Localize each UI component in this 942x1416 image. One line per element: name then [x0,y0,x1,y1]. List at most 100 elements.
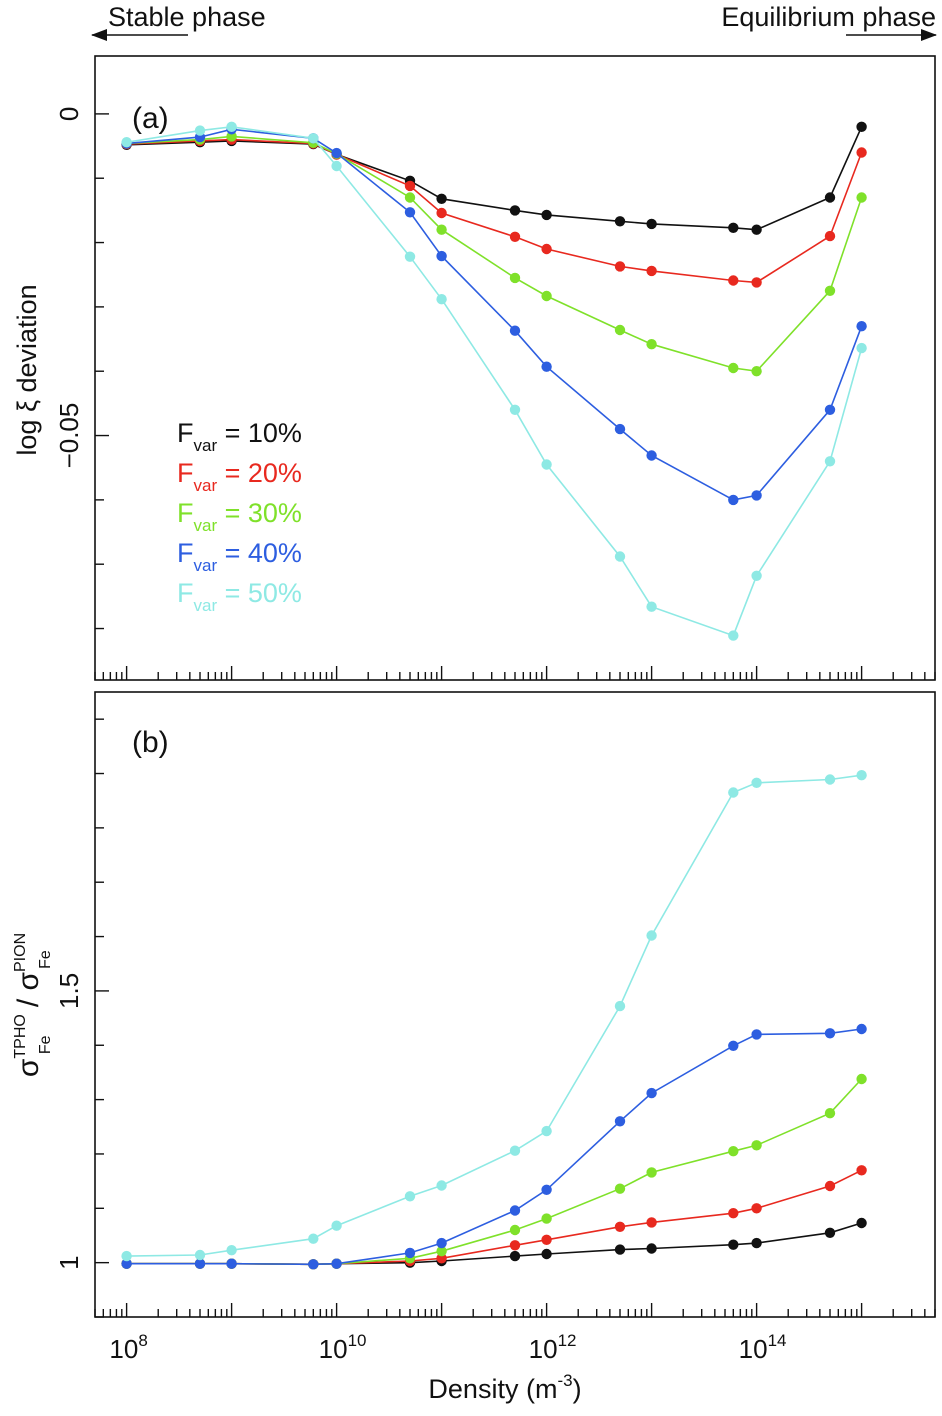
data-point [646,1087,657,1099]
data-point [509,1250,521,1262]
data-point [436,1237,447,1249]
phase-header: Stable phase Equilibrium phase [91,2,937,41]
data-point [856,342,867,354]
legend-entry-40-percent: Fvar = 40% [177,538,302,575]
data-point [541,290,552,302]
data-point [824,1108,836,1119]
legend-symbol: F [177,458,194,488]
data-point [856,321,867,332]
data-point [509,1145,521,1156]
data-point [856,1073,867,1085]
x-axis-label-text: Density (m [428,1374,557,1404]
data-point [404,251,416,262]
data-point [824,285,836,296]
y-tick-label: 1.5 [54,973,84,1009]
data-point [824,774,836,785]
data-point [751,490,762,501]
data-point [751,277,762,288]
data-point [751,1237,762,1249]
legend-entry-50-percent: Fvar = 50% [177,578,302,615]
data-point [614,1000,626,1012]
legend-symbol: F [177,418,194,448]
y-tick-label: 0 [54,107,84,121]
series-line [126,135,863,373]
data-point [856,770,867,781]
legend-value: = 20% [217,458,302,488]
data-point [751,224,762,235]
panel-b-label: (b) [132,726,169,759]
data-point [856,121,867,132]
series-line [126,1222,862,1266]
data-point [404,180,416,192]
data-point [728,362,739,374]
legend-subscript: var [194,476,218,495]
panel-a-ticks [94,113,936,680]
y-tick-label: 1 [54,1255,84,1269]
data-point [121,1250,132,1262]
x-tick-labels: 108 1010 1012 1014 [109,1331,786,1364]
data-point [331,1220,342,1231]
data-point [614,423,626,435]
x-tick-label: 1012 [529,1331,577,1364]
data-point [856,1217,867,1229]
legend-subscript: var [194,596,218,615]
data-point [436,224,447,235]
data-point [121,1258,132,1269]
data-point [728,222,739,233]
data-point [728,494,739,506]
legend-value: = 50% [217,578,302,608]
data-point [824,192,836,203]
data-point [226,121,237,132]
panel-b-ticks [94,718,936,1318]
ylabel-sub-fe-2: Fe [37,950,54,969]
data-point [541,1213,552,1224]
panel-b-y-tick-labels: 11.5 [54,973,84,1270]
legend-entry-30-percent: Fvar = 30% [177,498,302,535]
data-point [728,1040,739,1052]
data-point [646,1243,657,1254]
data-point [614,1244,626,1255]
data-point [509,1224,521,1236]
x-tick-exponent: 10 [348,1331,367,1350]
data-point [404,192,416,203]
data-point [646,265,657,277]
legend-value: = 40% [217,538,302,568]
stable-phase-label: Stable phase [108,2,266,32]
data-point [194,125,206,136]
series-line [126,138,863,284]
data-point [404,1247,416,1259]
data-point [614,1116,626,1127]
data-point [856,1023,867,1035]
legend-entry-10-percent: Fvar = 10% [177,418,302,455]
data-point [404,207,416,218]
series-50-percent [121,121,867,641]
ylabel-separator: / σ [12,972,45,1016]
equilibrium-phase-label: Equilibrium phase [721,2,936,32]
data-point [509,231,521,242]
data-point [509,1205,521,1216]
data-point [331,147,342,159]
x-tick-label: 1010 [319,1331,367,1364]
data-point [751,1140,762,1151]
legend-entry-20-percent: Fvar = 20% [177,458,302,495]
panel-a-series [121,121,867,641]
data-point [404,1191,416,1202]
series-50-percent [121,770,867,1262]
data-point [541,1184,552,1196]
ylabel-sigma-1: σ [12,1058,45,1077]
data-point [121,137,132,148]
data-point [541,1248,552,1260]
y-tick-label: −0.05 [54,403,84,469]
legend-subscript: var [194,436,218,455]
data-point [541,459,552,470]
data-point [308,1259,319,1270]
ylabel-sub-fe-1: Fe [37,1035,54,1054]
data-point [751,1029,762,1040]
data-point [541,209,552,221]
data-point [646,930,657,941]
data-point [728,1208,739,1219]
data-point [614,261,626,272]
data-point [751,366,762,377]
panel-a-label: (a) [132,102,169,135]
